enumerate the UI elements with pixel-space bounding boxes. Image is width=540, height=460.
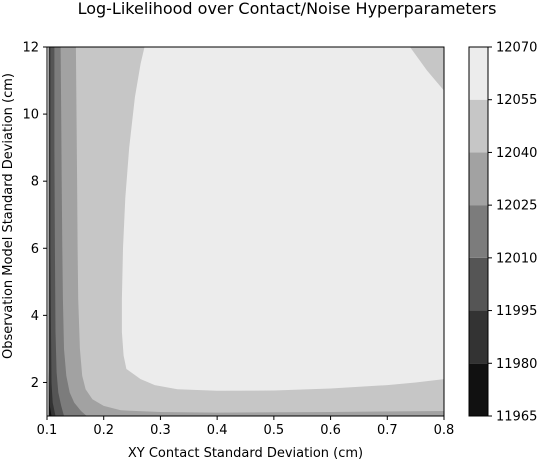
colorbar: 11965 11980 11995 12010 12025 12040 12055 12070 [468,41,537,425]
x-tick-label-7: 0.8 [434,423,455,438]
y-tick-label-0: 2 [31,376,39,391]
colorbar-band-3 [469,205,488,258]
contour-region-2 [410,47,444,91]
colorbar-tick-label-3: 12010 [496,251,537,266]
contour-regions [48,47,444,416]
contour-region-1 [48,47,444,416]
contour-region-5 [48,47,64,416]
x-tick-label-0: 0.1 [37,423,58,438]
colorbar-band-0 [469,363,488,416]
chart-title: Log-Likelihood over Contact/Noise Hyperp… [78,0,497,18]
colorbar-tick-label-7: 12070 [496,41,537,56]
contour-region-7 [48,369,52,416]
contour-region-0 [48,47,444,416]
colorbar-tick-label-6: 12055 [496,93,537,108]
colorbar-tick-label-1: 11980 [496,357,537,372]
x-tick-label-2: 0.3 [150,423,171,438]
colorbar-tick-label-4: 12025 [496,199,537,214]
colorbar-frame [468,46,489,417]
y-tick-label-5: 12 [22,41,39,56]
x-tick-label-6: 0.7 [377,423,398,438]
y-axis: 2 4 6 8 10 12 [22,41,47,391]
x-tick-label-3: 0.4 [207,423,228,438]
colorbar-band-5 [469,99,488,153]
y-tick-label-3: 8 [31,175,39,190]
x-tick-label-5: 0.6 [320,423,341,438]
contour-region-4 [48,47,87,416]
x-tick-label-4: 0.5 [264,423,285,438]
y-tick-label-4: 10 [22,108,39,123]
x-tick-label-1: 0.2 [93,423,114,438]
colorbar-band-1 [469,310,488,364]
colorbar-tick-label-2: 11995 [496,304,537,319]
plot-frame [46,46,445,417]
colorbar-band-2 [469,257,488,311]
y-tick-label-2: 6 [31,242,39,257]
colorbar-band-6 [469,47,488,100]
x-axis: 0.1 0.2 0.3 0.4 0.5 0.6 0.7 0.8 [37,416,455,438]
contour-region-6 [48,47,56,416]
colorbar-tick-label-5: 12040 [496,146,537,161]
colorbar-tick-label-0: 11965 [496,410,537,425]
y-tick-label-1: 4 [31,309,39,324]
x-axis-label: XY Contact Standard Deviation (cm) [128,446,363,460]
colorbar-band-4 [469,152,488,206]
y-axis-label: Observation Model Standard Deviation (cm… [1,73,16,359]
